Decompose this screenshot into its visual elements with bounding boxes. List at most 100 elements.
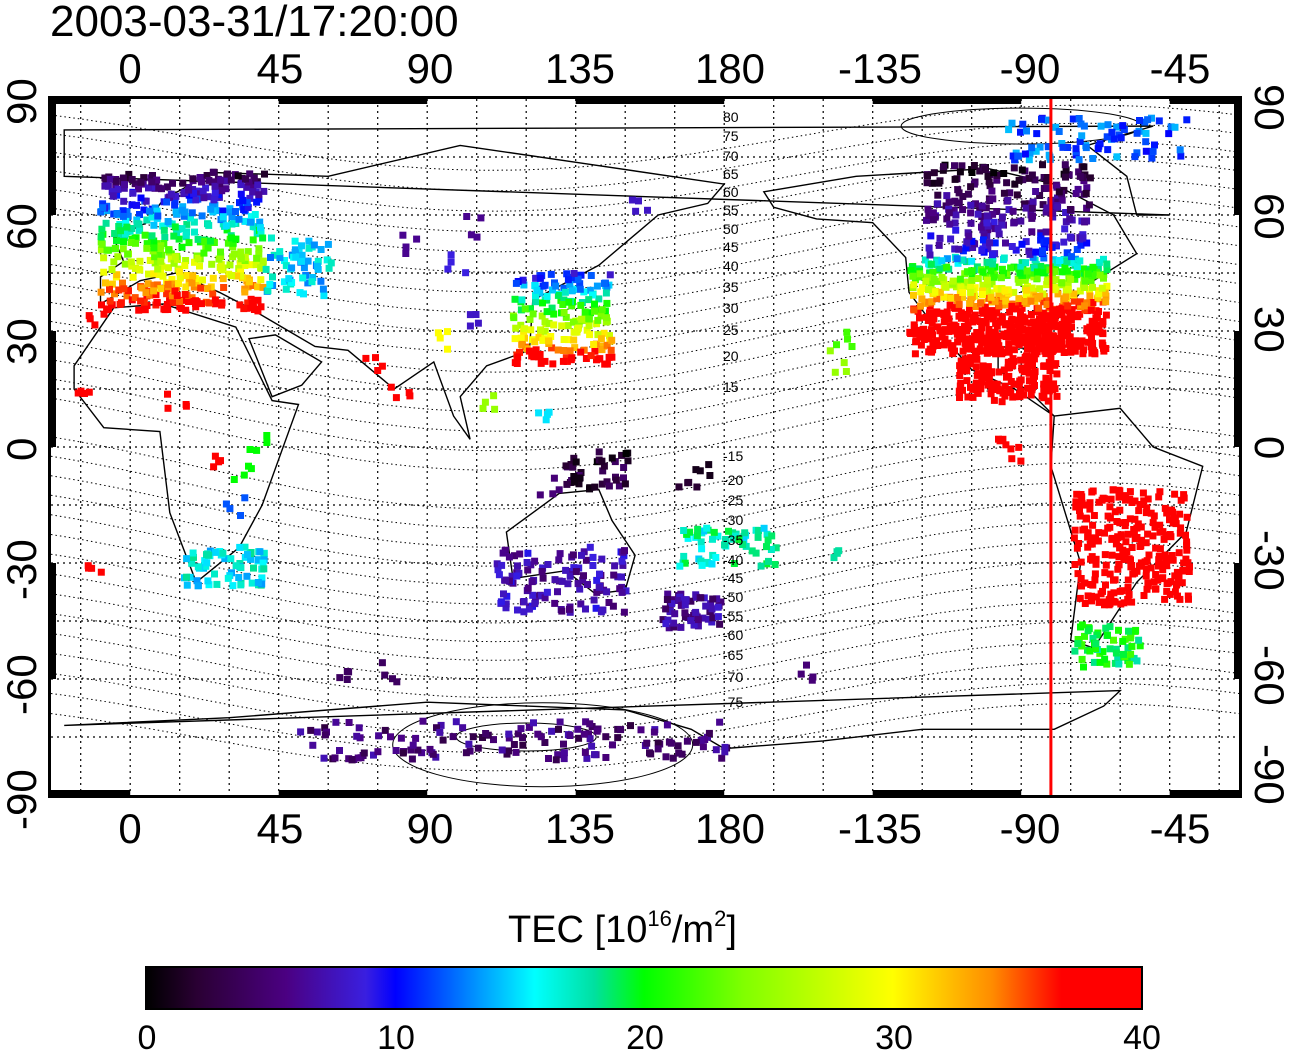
tec-cell <box>1105 596 1113 604</box>
tec-cell <box>1039 161 1046 169</box>
tec-cell <box>574 324 582 332</box>
tec-cell <box>127 258 135 266</box>
tec-cell <box>242 175 249 183</box>
tec-cell <box>573 285 580 293</box>
tec-cell <box>1165 130 1173 138</box>
tec-cell <box>943 215 951 223</box>
tec-cell <box>976 345 984 353</box>
tec-cell <box>1062 293 1070 301</box>
tec-cell <box>569 318 577 326</box>
tec-cell <box>466 322 474 330</box>
tec-cell <box>537 592 545 600</box>
contour-label: -30 <box>723 512 743 528</box>
tec-cell <box>580 572 587 580</box>
tec-cell <box>954 199 962 207</box>
tec-cell <box>1092 314 1100 322</box>
tec-cell <box>598 306 606 314</box>
tec-cell <box>1022 259 1030 267</box>
tec-cell <box>1061 161 1069 169</box>
tec-cell <box>1171 490 1179 498</box>
tec-cell <box>1076 502 1083 510</box>
tec-cell <box>449 733 457 741</box>
tec-cell <box>610 571 618 579</box>
tec-cell <box>582 718 590 726</box>
tec-cell <box>953 283 960 291</box>
tec-cell <box>988 307 996 315</box>
tec-cell <box>228 234 235 242</box>
tec-cell <box>1080 501 1088 509</box>
tec-cell <box>467 231 475 239</box>
tec-cell <box>539 299 546 307</box>
tec-cell <box>1002 441 1010 449</box>
tec-cell <box>768 532 776 540</box>
tec-cell <box>123 223 131 231</box>
tec-cell <box>240 206 248 213</box>
colorbar-tick: 30 <box>875 1019 913 1057</box>
tec-cell <box>929 268 937 276</box>
tec-cell <box>150 287 158 295</box>
tec-cell <box>1009 355 1017 363</box>
tec-cell <box>237 255 245 263</box>
tec-cell <box>920 325 927 333</box>
tec-cell <box>228 220 236 228</box>
tec-cell <box>954 259 962 267</box>
tec-cell <box>1029 198 1037 206</box>
axis-bar <box>1169 790 1239 795</box>
tec-cell <box>1074 185 1082 193</box>
tec-cell <box>554 588 561 596</box>
tec-cell <box>436 334 444 342</box>
tec-cell <box>947 235 955 243</box>
tec-cell <box>755 527 762 534</box>
tec-cell <box>687 597 695 605</box>
tec-cell <box>1166 516 1173 524</box>
tec-cell <box>1032 248 1040 256</box>
tec-cell <box>1061 263 1069 271</box>
tec-cell <box>1076 507 1083 514</box>
tec-cell <box>569 463 577 471</box>
tec-cell <box>1081 277 1089 285</box>
tec-cell <box>112 181 120 189</box>
tec-cell <box>703 524 711 532</box>
tec-cell <box>986 182 994 190</box>
tec-cell <box>1043 348 1051 356</box>
tec-cell <box>550 321 558 329</box>
tec-cell <box>163 290 171 298</box>
tec-cell <box>125 287 132 295</box>
tec-cell <box>966 305 973 313</box>
tec-cell <box>472 311 480 318</box>
tec-cell <box>1043 237 1051 245</box>
tec-cell <box>145 184 152 192</box>
tec-cell <box>192 303 200 311</box>
tec-cell <box>406 392 414 400</box>
tec-cell <box>1133 149 1141 157</box>
tec-cell <box>1133 657 1141 665</box>
tec-cell <box>1149 519 1157 527</box>
tec-cell <box>1142 147 1150 155</box>
tec-cell <box>550 474 558 482</box>
geomag-contour <box>51 621 1239 698</box>
tec-cell <box>966 299 974 307</box>
tec-cell <box>577 600 585 608</box>
tec-cell <box>525 347 533 355</box>
tec-cell <box>1040 362 1048 370</box>
tec-cell <box>943 192 951 200</box>
tec-cell <box>591 307 598 315</box>
left-lat-tick: -60 <box>0 654 45 715</box>
tec-cell <box>925 211 933 219</box>
tec-cell <box>1183 513 1191 521</box>
tec-cell <box>580 730 588 738</box>
tec-cell <box>1082 144 1090 152</box>
tec-cell <box>219 213 227 221</box>
tec-cell <box>1163 587 1171 595</box>
tec-cell <box>327 259 335 267</box>
tec-cell <box>560 740 567 748</box>
tec-cell <box>514 730 522 738</box>
tec-cell <box>1009 207 1017 215</box>
tec-cell <box>703 558 711 566</box>
tec-cell <box>1023 286 1031 294</box>
tec-cell <box>983 219 991 227</box>
tec-cell <box>980 236 987 244</box>
tec-cell <box>210 239 218 246</box>
tec-cell <box>1120 555 1128 563</box>
tec-cell <box>1075 540 1083 547</box>
